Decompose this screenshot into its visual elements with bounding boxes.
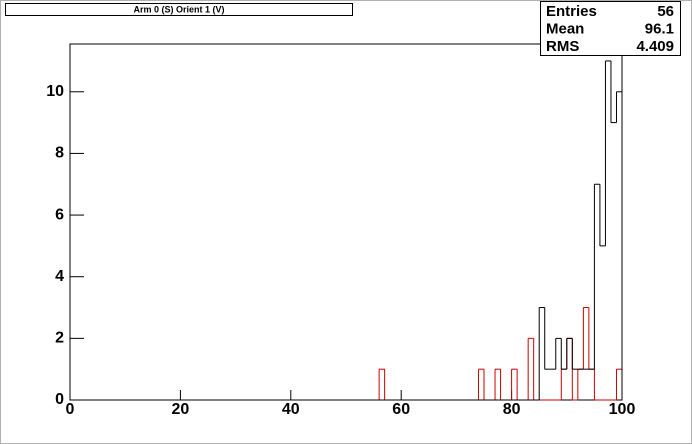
x-tick-label: 100	[609, 401, 636, 418]
title-box	[5, 3, 353, 16]
y-tick-label: 10	[46, 83, 64, 100]
x-tick-label: 20	[172, 401, 190, 418]
x-tick-label: 80	[503, 401, 521, 418]
stats-label: Mean	[546, 20, 584, 37]
x-tick-label: 0	[66, 401, 75, 418]
stats-box	[540, 1, 681, 56]
stats-value: 96.1	[645, 20, 674, 37]
y-tick-label: 4	[55, 268, 64, 285]
y-tick-label: 0	[55, 391, 64, 408]
stats-value: 4.409	[636, 38, 674, 55]
chart-title: Arm 0 (S) Orient 1 (V)	[133, 4, 224, 14]
y-tick-label: 8	[55, 145, 64, 162]
x-tick-label: 40	[282, 401, 300, 418]
stats-label: RMS	[546, 38, 579, 55]
x-tick-label: 60	[392, 401, 410, 418]
y-tick-label: 6	[55, 206, 64, 223]
y-tick-label: 2	[55, 330, 64, 347]
stats-label: Entries	[546, 3, 597, 20]
stats-value: 56	[657, 3, 674, 20]
